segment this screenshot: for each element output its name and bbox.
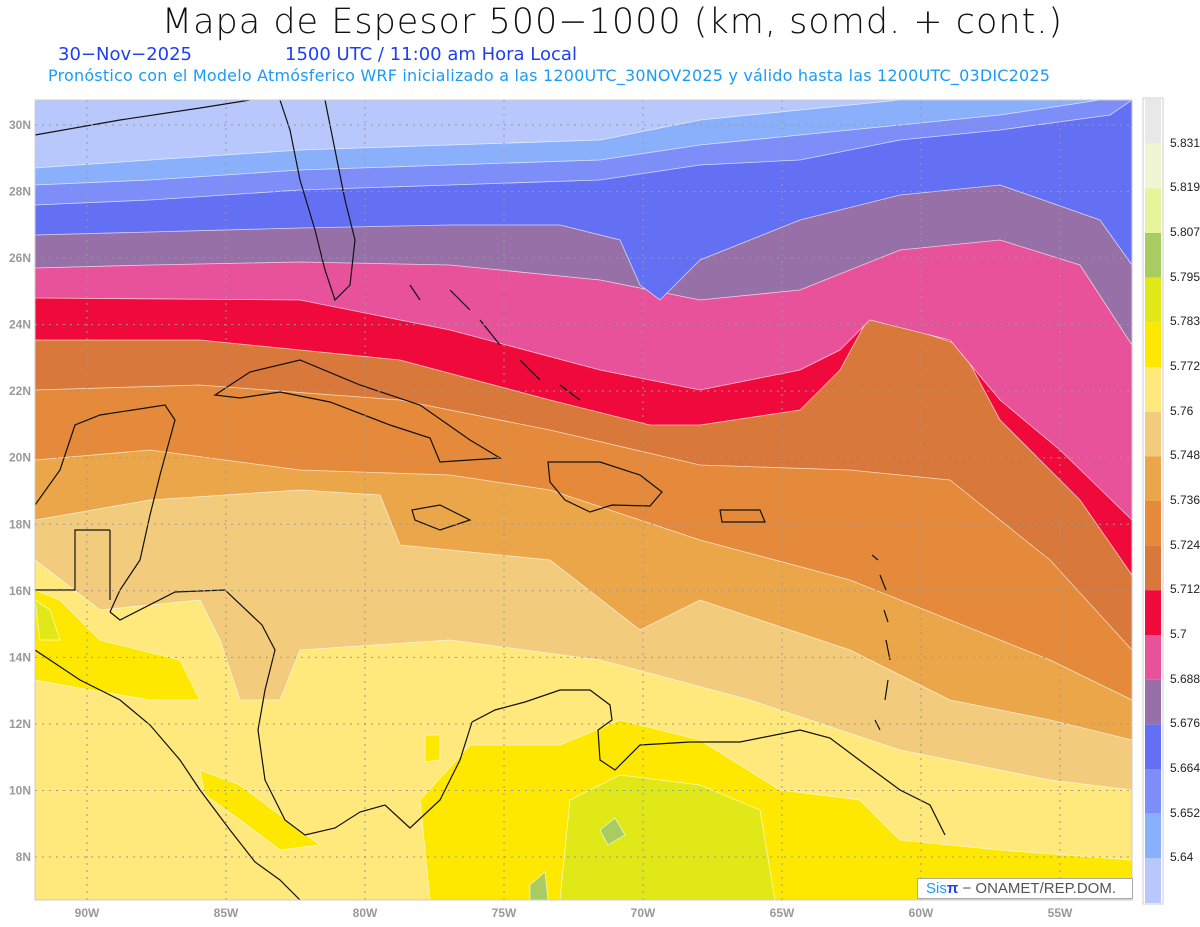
colorbar-label: 5.807 <box>1170 225 1200 239</box>
lat-tick-label: 22N <box>9 384 31 398</box>
colorbar-swatch <box>1145 501 1161 546</box>
band-5-772-west <box>35 589 201 701</box>
colorbar-swatch <box>1145 679 1161 725</box>
colorbar-label: 5.712 <box>1170 582 1200 597</box>
model-subtitle: Pronóstico con el Modelo Atmósferico WRF… <box>48 66 1051 85</box>
forecast-time: 1500 UTC / 11:00 am Hora Local <box>285 44 577 65</box>
colorbar-swatch <box>1145 724 1161 769</box>
credit-sis: Sis <box>926 880 947 897</box>
colorbar-label: 5.831 <box>1170 135 1200 150</box>
yucatan <box>35 404 176 613</box>
cuba <box>213 359 502 463</box>
colorbar-label: 5.676 <box>1170 716 1200 731</box>
south-america <box>471 689 946 836</box>
colorbar-label: 5.736 <box>1170 493 1200 507</box>
band-5-772-patch <box>424 734 441 763</box>
colorbar-label: 5.688 <box>1170 671 1200 686</box>
colorbar-swatch <box>1145 813 1161 859</box>
colorbar-swatch <box>1145 545 1161 591</box>
lat-tick-label: 24N <box>9 318 31 332</box>
lat-tick-label: 28N <box>9 185 31 199</box>
colorbar-frame <box>1142 97 1164 905</box>
colorbar-label: 5.76 <box>1170 403 1194 418</box>
lat-tick-label: 30N <box>9 118 31 132</box>
band-5-772-costa-rica <box>199 769 322 851</box>
bahamas <box>409 284 581 401</box>
lon-tick-label: 75W <box>492 906 517 920</box>
colorbar-label: 5.724 <box>1170 537 1200 552</box>
colorbar-label: 5.7 <box>1170 627 1187 641</box>
credit-box: Sisπ − ONAMET/REP.DOM. <box>917 878 1133 899</box>
band-below-5-64 <box>35 100 901 169</box>
band-5-783-west <box>35 599 61 641</box>
colorbar-swatch <box>1145 277 1161 323</box>
jamaica <box>411 504 472 531</box>
colorbar-label: 5.748 <box>1170 448 1200 463</box>
colorbar-swatch <box>1145 188 1161 233</box>
colorbar-swatch <box>1145 635 1161 680</box>
colorbar <box>1142 97 1164 905</box>
lat-tick-label: 10N <box>9 783 31 797</box>
lat-tick-label: 26N <box>9 251 31 265</box>
colorbar-swatch <box>1145 99 1161 144</box>
colorbar-swatch <box>1145 590 1161 635</box>
colorbar-label: 5.795 <box>1170 269 1200 284</box>
gulf-coast <box>35 100 251 136</box>
credit-pi: π <box>946 880 959 897</box>
lesser-antilles <box>871 554 891 731</box>
credit-onamet: − ONAMET/REP.DOM. <box>962 880 1117 897</box>
colorbar-swatch <box>1145 456 1161 501</box>
band-5-795 <box>529 817 626 900</box>
lat-tick-label: 16N <box>9 584 31 598</box>
lon-tick-label: 85W <box>214 906 239 920</box>
colorbar-label: 5.772 <box>1170 359 1200 373</box>
lat-tick-label: 14N <box>9 650 31 664</box>
florida <box>279 100 356 302</box>
colorbar-swatch <box>1145 322 1161 367</box>
colorbar-swatch <box>1145 143 1161 189</box>
axis-ticks: 90W 85W 80W 75W 70W 65W 60W 55W 8N 10N 12N 14N 16N 18… <box>9 118 1073 920</box>
lon-tick-label: 60W <box>909 906 934 920</box>
colorbar-label: 5.64 <box>1170 850 1194 865</box>
central-america-caribbean <box>109 589 473 836</box>
map-frame <box>34 99 1133 901</box>
lon-tick-label: 65W <box>770 906 795 920</box>
belize-border <box>35 529 111 600</box>
lon-tick-label: 90W <box>75 906 100 920</box>
lon-tick-label: 70W <box>631 906 656 920</box>
colorbar-swatch <box>1145 411 1161 457</box>
central-america-pacific <box>35 649 301 900</box>
thickness-bands <box>35 100 1132 900</box>
band-5-783 <box>559 774 776 900</box>
lat-tick-label: 8N <box>16 850 31 864</box>
lat-tick-label: 12N <box>9 717 31 731</box>
lat-tick-label: 18N <box>9 517 31 531</box>
grid <box>35 100 1132 900</box>
map-title: Mapa de Espesor 500−1000 (km, somd. + co… <box>161 2 1064 42</box>
puerto-rico <box>719 509 766 523</box>
colorbar-label: 5.819 <box>1170 180 1200 195</box>
lat-tick-label: 20N <box>9 451 31 465</box>
colorbar-swatch <box>1145 367 1161 412</box>
forecast-date: 30−Nov−2025 <box>58 44 193 65</box>
lon-tick-label: 80W <box>353 906 378 920</box>
coastlines <box>35 100 946 900</box>
colorbar-label: 5.652 <box>1170 805 1200 820</box>
lon-tick-label: 55W <box>1048 906 1073 920</box>
colorbar-label: 5.664 <box>1170 761 1200 775</box>
colorbar-swatch <box>1145 858 1161 903</box>
colorbar-swatch <box>1145 233 1161 278</box>
colorbar-swatch <box>1145 769 1161 814</box>
colorbar-label: 5.783 <box>1170 314 1200 329</box>
hispaniola <box>547 461 663 513</box>
